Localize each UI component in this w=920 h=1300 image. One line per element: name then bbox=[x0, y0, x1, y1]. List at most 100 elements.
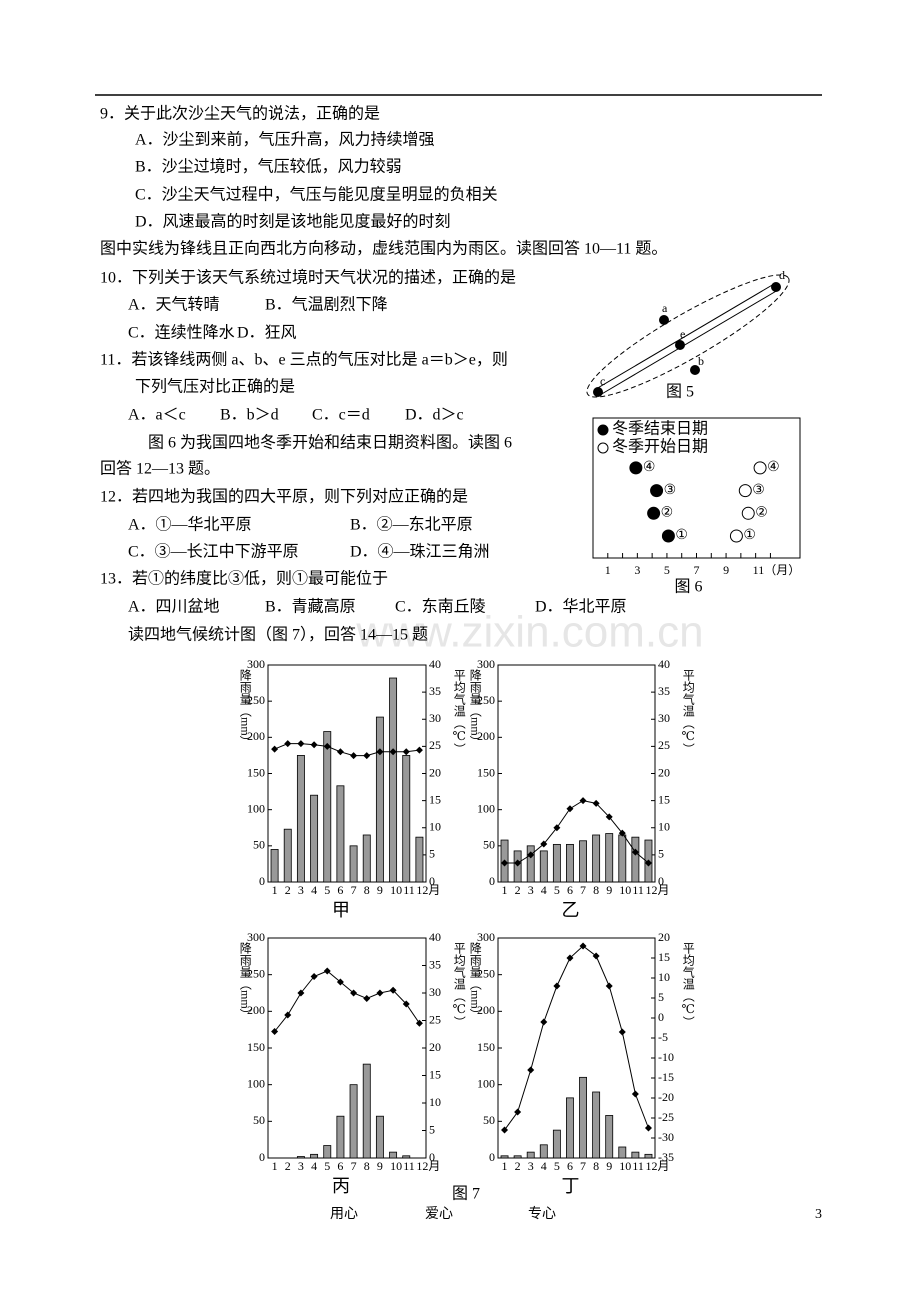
x-tick-label: 4 bbox=[311, 1159, 317, 1173]
doc-text: D．狂风 bbox=[237, 324, 297, 342]
temperature-marker bbox=[618, 829, 626, 837]
y2-tick-label: 20 bbox=[658, 930, 670, 944]
y2-tick-label: 10 bbox=[658, 970, 670, 984]
dot bbox=[647, 506, 661, 520]
x-tick-label: 3 bbox=[634, 563, 640, 577]
x-tick-label: 8 bbox=[364, 1159, 370, 1173]
temperature-marker bbox=[350, 989, 358, 997]
doc-text: B．②—东北平原 bbox=[350, 516, 473, 534]
dot bbox=[650, 484, 664, 498]
temperature-marker bbox=[644, 1124, 652, 1132]
doc-text: B．气温剧烈下降 bbox=[265, 296, 388, 314]
x-tick-label: 11（月） bbox=[753, 563, 801, 577]
x-tick-label: 8 bbox=[593, 1159, 599, 1173]
watermark: www.zixin.com.cn bbox=[355, 608, 703, 657]
doc-text: D．d＞c bbox=[405, 407, 464, 424]
plot-frame bbox=[497, 937, 656, 1159]
bar bbox=[526, 845, 535, 883]
temperature-marker bbox=[389, 986, 397, 994]
x-tick-label: 6 bbox=[567, 1159, 573, 1173]
x-tick-label: 6 bbox=[567, 883, 573, 897]
bar bbox=[579, 840, 587, 883]
y2-tick-label: 20 bbox=[658, 765, 670, 779]
chart-caption: 甲 bbox=[332, 900, 350, 920]
bar bbox=[270, 849, 279, 883]
y-tick-label: 50 bbox=[253, 1113, 265, 1127]
x-tick-label: 11 bbox=[632, 883, 644, 897]
x-tick-label: 7 bbox=[580, 883, 586, 897]
bar bbox=[336, 785, 345, 883]
y-tick-label: 100 bbox=[477, 801, 495, 815]
y2-tick-label: -30 bbox=[658, 1130, 674, 1144]
bar bbox=[592, 1091, 601, 1159]
y2-tick-label: 35 bbox=[429, 957, 441, 971]
point-label: b bbox=[698, 354, 704, 368]
temperature-marker bbox=[631, 848, 639, 856]
axis-title: 降雨量（mm） bbox=[468, 942, 482, 1021]
x-tick-label: 4 bbox=[541, 883, 547, 897]
chart-caption: 乙 bbox=[562, 900, 580, 920]
y-tick-label: 150 bbox=[247, 765, 265, 779]
x-tick-label: 7 bbox=[351, 1159, 357, 1173]
bar bbox=[375, 1115, 384, 1159]
y-tick-label: 300 bbox=[247, 930, 265, 944]
bar bbox=[579, 1076, 587, 1159]
y-tick-label: 250 bbox=[247, 693, 265, 707]
legend-marker bbox=[597, 442, 609, 454]
y2-tick-label: 5 bbox=[429, 847, 435, 861]
axis-title: 平均气温（℃） bbox=[681, 669, 695, 755]
x-tick-label: 9 bbox=[723, 563, 729, 577]
x-tick-label: 10 bbox=[619, 1159, 631, 1173]
figure-5: a e b c d 图 5 bbox=[586, 268, 790, 401]
y2-tick-label: 0 bbox=[658, 1010, 664, 1024]
plot-frame bbox=[267, 937, 427, 1159]
x-tick-label: 2 bbox=[285, 883, 291, 897]
y-tick-label: 250 bbox=[477, 966, 495, 980]
x-tick-label: 1 bbox=[272, 1159, 278, 1173]
temperature-marker bbox=[540, 840, 548, 848]
y2-tick-label: 40 bbox=[429, 930, 441, 944]
temperature-marker bbox=[389, 748, 397, 756]
figure-caption: 图 6 bbox=[674, 579, 702, 596]
bar bbox=[513, 1155, 522, 1159]
doc-text: A．a＜c bbox=[128, 407, 186, 424]
dot-label: ② bbox=[755, 506, 768, 521]
doc-text: B．沙尘过境时，气压较低，风力较弱 bbox=[135, 157, 402, 176]
figure-caption: 图 7 bbox=[452, 1186, 480, 1203]
y2-tick-label: 35 bbox=[429, 684, 441, 698]
bar bbox=[500, 1155, 509, 1159]
y-tick-label: 200 bbox=[247, 729, 265, 743]
bar bbox=[283, 828, 292, 883]
point bbox=[593, 387, 603, 397]
dot bbox=[738, 484, 752, 498]
bar bbox=[349, 845, 358, 883]
x-tick-label: 1 bbox=[502, 883, 508, 897]
temperature-marker bbox=[501, 1126, 509, 1134]
y2-tick-label: 5 bbox=[429, 1122, 435, 1136]
temperature-line bbox=[504, 945, 649, 1131]
bar bbox=[349, 1084, 358, 1159]
bar bbox=[592, 834, 601, 883]
temperature-marker bbox=[579, 942, 587, 950]
doc-text: C．③—长江中下游平原 bbox=[128, 543, 299, 561]
doc-text: 10．下列关于该天气系统过境时天气状况的描述，正确的是 bbox=[100, 268, 516, 287]
temperature-marker bbox=[336, 748, 344, 756]
bar bbox=[296, 1156, 305, 1159]
doc-text: D．④—珠江三角洲 bbox=[350, 543, 490, 561]
dot bbox=[661, 529, 675, 543]
temperature-marker bbox=[284, 740, 292, 748]
doc-text: B．青藏高原 bbox=[265, 598, 356, 616]
bar bbox=[310, 794, 319, 883]
x-tick-label: 11 bbox=[403, 1159, 415, 1173]
x-tick-label: 5 bbox=[664, 563, 670, 577]
temperature-marker bbox=[514, 1108, 522, 1116]
bar bbox=[526, 1151, 535, 1159]
temperature-marker bbox=[605, 813, 613, 821]
temperature-marker bbox=[501, 859, 509, 867]
y-tick-label: 50 bbox=[483, 838, 495, 852]
chart-caption: 丙 bbox=[332, 1176, 350, 1196]
axis-title: 平均气温（℃） bbox=[452, 942, 466, 1028]
temperature-marker bbox=[605, 982, 613, 990]
y2-tick-label: 35 bbox=[658, 684, 670, 698]
y2-tick-label: 5 bbox=[658, 847, 664, 861]
